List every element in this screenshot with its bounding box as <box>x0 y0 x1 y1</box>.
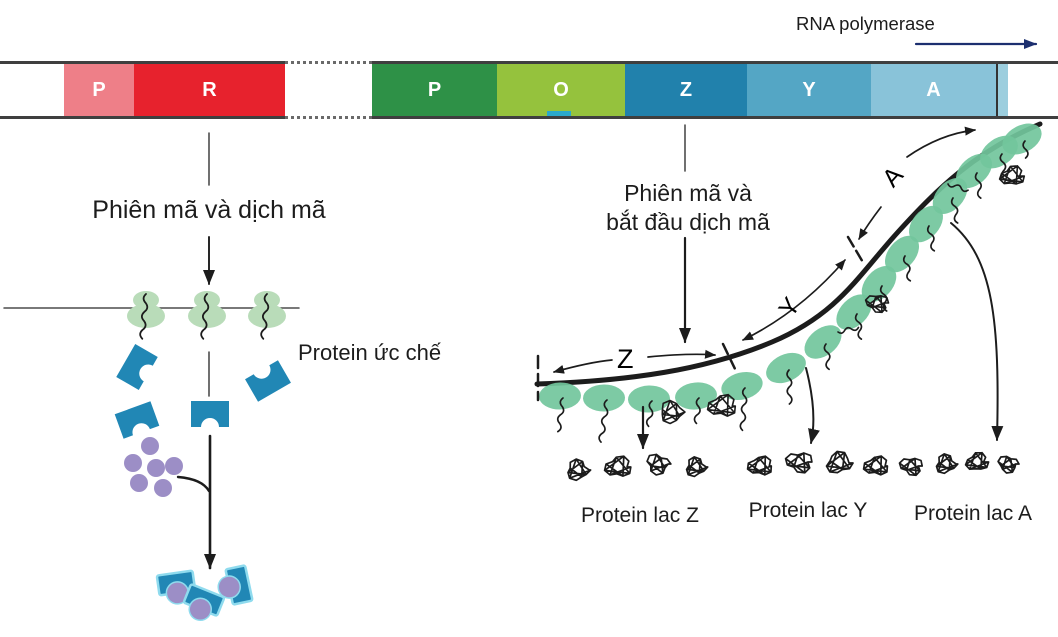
mrna-a-label: A <box>877 161 909 192</box>
ribosome-icon <box>1002 123 1042 159</box>
ribosome-icon <box>884 235 920 282</box>
mrna-ribosomes <box>539 123 1042 443</box>
protein-blob-icon <box>746 455 773 476</box>
protein-lac-a-label: Protein lac A <box>914 502 1032 525</box>
gene-segment-A: A <box>871 64 996 116</box>
ribosome-icon <box>127 291 165 340</box>
mrna-y-label: Y <box>773 292 806 322</box>
protein-product-arrows <box>637 222 1004 450</box>
protein-blob-icon <box>825 450 854 474</box>
repressor-protein-label: Protein ức chế <box>298 340 442 365</box>
right-step-line1: Phiên mã và <box>624 180 752 206</box>
inducer-molecule-icon <box>124 454 142 472</box>
gene-segment-R: R <box>134 64 285 116</box>
left-step-label: Phiên mã và dịch mã <box>92 196 326 224</box>
protein-blob-icon <box>898 457 924 477</box>
protein-blob-icon <box>935 453 959 475</box>
repressor-inducer-complex-icon <box>217 564 254 606</box>
ribosome-icon <box>675 382 717 425</box>
inducer-molecule-icon <box>154 479 172 497</box>
repressor-protein-icon <box>114 401 160 439</box>
gene-gap-segment <box>285 61 372 119</box>
protein-blob-icon <box>964 451 990 471</box>
nascent-protein-icon <box>661 399 686 425</box>
operator-notch <box>547 111 571 116</box>
mrna-z-label: Z <box>617 344 634 374</box>
nascent-protein-icon <box>706 393 737 417</box>
right-step-line2: bắt đầu dịch mã <box>606 209 770 235</box>
protein-blob-icon <box>862 455 889 476</box>
protein-lac-z-label: Protein lac Z <box>581 504 699 527</box>
gene-end-divider <box>996 64 998 116</box>
inducer-molecule-cluster <box>124 437 183 497</box>
repressor-protein-icon <box>245 360 291 402</box>
repressor-inducer-complex-icon <box>182 583 226 622</box>
repressor-protein-icon <box>191 401 229 427</box>
gene-end-strip <box>998 64 1008 116</box>
ribosome-icon <box>583 384 625 443</box>
repressor-protein-icon <box>116 344 158 390</box>
ribosome-icon <box>721 371 763 432</box>
inducer-molecule-icon <box>147 459 165 477</box>
gene-segment-P: P <box>64 64 134 116</box>
ribosome-icon <box>539 382 581 433</box>
inducer-molecule-icon <box>165 457 183 475</box>
protein-blob-row-y <box>746 450 889 476</box>
rna-polymerase-label: RNA polymerase <box>796 13 935 34</box>
gene-segment-Y: Y <box>747 64 871 116</box>
protein-blob-icon <box>784 452 813 474</box>
protein-blob-icon <box>603 455 632 477</box>
protein-blob-row-a <box>898 451 1020 477</box>
nascent-protein-icon <box>998 165 1026 185</box>
protein-blob-icon <box>685 456 709 478</box>
inducer-molecule-icon <box>130 474 148 492</box>
ribosome-icon <box>908 205 944 252</box>
ribosome-icon <box>628 385 670 428</box>
ribosome-icon <box>188 291 226 340</box>
gene-segment-Z: Z <box>625 64 747 116</box>
gene-segment-O: O <box>497 64 625 116</box>
protein-blob-icon <box>997 455 1020 474</box>
protein-blob-row-z <box>567 453 709 482</box>
protein-blob-icon <box>646 453 672 476</box>
ribosome-icon <box>766 352 806 405</box>
protein-lac-y-label: Protein lac Y <box>748 499 868 522</box>
gene-segment-P: P <box>372 64 497 116</box>
ribosome-icon <box>932 177 968 224</box>
inducer-molecule-icon <box>141 437 159 455</box>
right-step-label: Phiên mã và bắt đầu dịch mã <box>563 179 813 237</box>
ribosome-row <box>127 291 286 340</box>
ribosome-icon <box>248 291 286 340</box>
nascent-protein-icon <box>864 295 890 314</box>
repressor-inducer-complex-icon <box>155 569 197 605</box>
protein-blob-icon <box>567 458 592 482</box>
